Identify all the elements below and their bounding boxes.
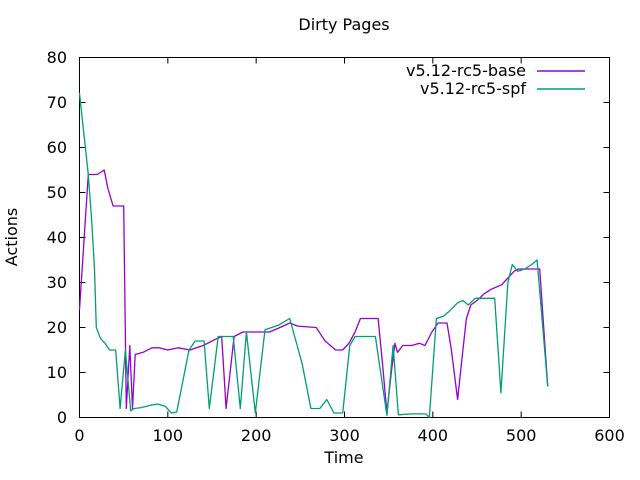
series-line-v5.12-rc5-base: [78, 169, 549, 414]
x-tick-label: 200: [241, 426, 272, 445]
x-axis-label: Time: [323, 448, 363, 467]
x-tick-label: 600: [594, 426, 625, 445]
series-lines: [78, 92, 549, 419]
y-tick-label: 40: [47, 228, 67, 247]
legend-label-spf: v5.12-rc5-spf: [420, 79, 526, 98]
series-line-v5.12-rc5-spf: [78, 92, 549, 419]
y-tick-label: 60: [47, 138, 67, 157]
x-tick-label: 0: [74, 426, 84, 445]
y-tick-label: 70: [47, 93, 67, 112]
y-tick-label: 0: [57, 408, 67, 427]
y-tick-label: 80: [47, 48, 67, 67]
x-tick-label: 500: [506, 426, 537, 445]
chart-title: Dirty Pages: [298, 15, 389, 34]
y-tick-label: 10: [47, 363, 67, 382]
legend-label-base: v5.12-rc5-base: [406, 61, 526, 80]
x-tick-label: 300: [329, 426, 360, 445]
legend: v5.12-rc5-base v5.12-rc5-spf: [406, 61, 585, 98]
y-axis-label: Actions: [2, 208, 21, 266]
x-tick-label: 100: [153, 426, 184, 445]
x-tick-label: 400: [418, 426, 449, 445]
y-tick-label: 50: [47, 183, 67, 202]
y-tick-label: 30: [47, 273, 67, 292]
plot-border: [79, 57, 610, 418]
y-tick-label: 20: [47, 318, 67, 337]
plot-frame: 0 100 200 300 400 500 600 0 10 20 30 40 50 60 70 80: [47, 48, 625, 445]
